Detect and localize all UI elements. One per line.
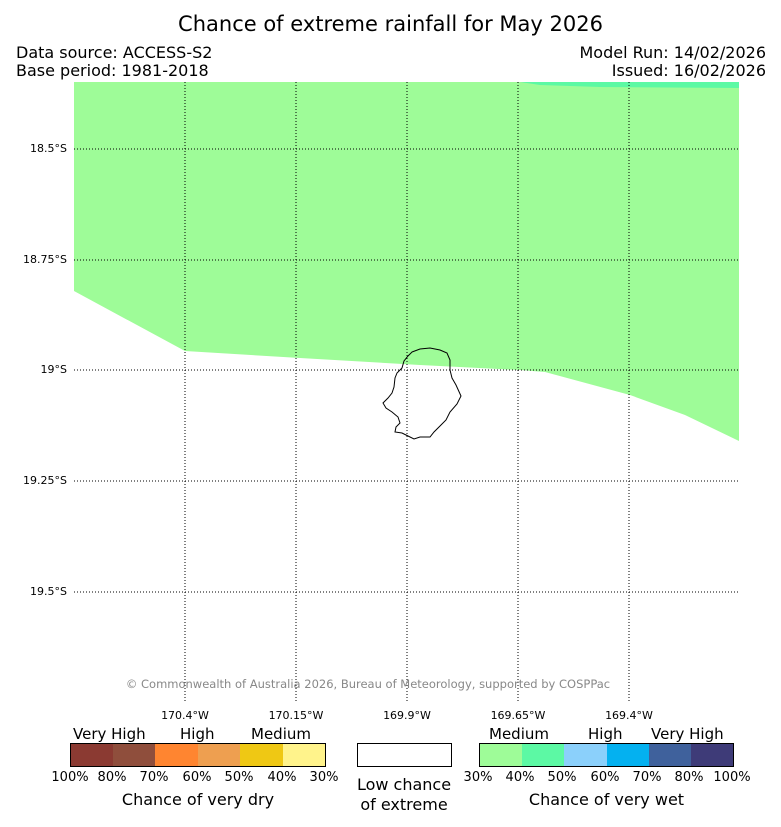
dry-color-100-80 bbox=[71, 744, 113, 766]
wet-category-high: High bbox=[588, 725, 622, 743]
wet-tick: 60% bbox=[585, 770, 625, 785]
wet-tick: 40% bbox=[500, 770, 540, 785]
dry-tick: 50% bbox=[219, 770, 259, 785]
wet-colorbar bbox=[479, 743, 734, 767]
lat-label: 19.25°S bbox=[5, 474, 67, 487]
lon-label: 169.9°W bbox=[362, 709, 452, 722]
wet-color-80-100 bbox=[691, 744, 733, 766]
dry-tick: 60% bbox=[177, 770, 217, 785]
wet-color-30-40 bbox=[480, 744, 522, 766]
dry-tick: 40% bbox=[262, 770, 302, 785]
dry-color-50-40 bbox=[240, 744, 283, 766]
lon-label: 169.65°W bbox=[473, 709, 563, 722]
copyright-notice: © Commonwealth of Australia 2026, Bureau… bbox=[0, 677, 736, 691]
lat-label: 18.75°S bbox=[5, 253, 67, 266]
dry-tick: 80% bbox=[92, 770, 132, 785]
lon-label: 170.15°W bbox=[251, 709, 341, 722]
wet-category-medium: Medium bbox=[489, 725, 549, 743]
dry-tick: 70% bbox=[134, 770, 174, 785]
low-chance-label: Low chance of extreme bbox=[339, 775, 469, 815]
wet-color-40-50 bbox=[522, 744, 564, 766]
dry-tick: 100% bbox=[50, 770, 90, 785]
dry-color-40-30 bbox=[283, 744, 325, 766]
wet-tick: 30% bbox=[458, 770, 498, 785]
wet-tick: 50% bbox=[542, 770, 582, 785]
dry-category-medium: Medium bbox=[251, 725, 311, 743]
dry-category-very-high: Very High bbox=[73, 725, 146, 743]
dry-legend-title: Chance of very dry bbox=[70, 790, 326, 809]
wet-category-very-high: Very High bbox=[651, 725, 724, 743]
low-chance-box bbox=[357, 743, 452, 767]
low-chance-line2: of extreme bbox=[339, 795, 469, 815]
wet-tick: 80% bbox=[669, 770, 709, 785]
lon-label: 170.4°W bbox=[140, 709, 230, 722]
lat-label: 19°S bbox=[5, 363, 67, 376]
wet-color-60-70 bbox=[607, 744, 649, 766]
wet-color-70-80 bbox=[649, 744, 691, 766]
wet-tick: 100% bbox=[712, 770, 752, 785]
wet-color-50-60 bbox=[564, 744, 607, 766]
lon-label: 169.4°W bbox=[584, 709, 674, 722]
wet-tick: 70% bbox=[627, 770, 667, 785]
dry-category-high: High bbox=[180, 725, 214, 743]
dry-colorbar bbox=[70, 743, 326, 767]
map-canvas bbox=[0, 0, 781, 827]
dry-color-80-70 bbox=[113, 744, 155, 766]
dry-color-60-50 bbox=[198, 744, 240, 766]
lat-label: 19.5°S bbox=[5, 585, 67, 598]
wet-legend-title: Chance of very wet bbox=[479, 790, 734, 809]
low-chance-line1: Low chance bbox=[339, 775, 469, 795]
medium-wet-area bbox=[74, 82, 739, 441]
lat-label: 18.5°S bbox=[5, 142, 67, 155]
dry-tick: 30% bbox=[304, 770, 344, 785]
dry-color-70-60 bbox=[155, 744, 198, 766]
